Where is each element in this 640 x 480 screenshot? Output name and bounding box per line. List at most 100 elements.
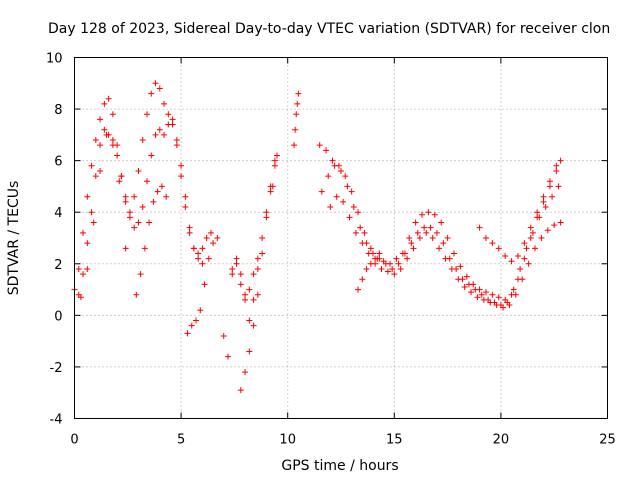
data-point bbox=[254, 265, 261, 272]
data-point bbox=[188, 322, 195, 329]
data-point bbox=[429, 235, 436, 241]
data-point bbox=[225, 353, 232, 360]
series-arc-6 bbox=[229, 255, 261, 303]
data-point bbox=[97, 142, 104, 149]
data-point bbox=[482, 289, 489, 296]
data-point bbox=[340, 198, 347, 205]
data-point bbox=[101, 126, 108, 133]
data-point bbox=[489, 291, 496, 298]
data-point bbox=[448, 265, 455, 272]
data-point bbox=[378, 265, 385, 272]
data-point bbox=[472, 286, 479, 293]
data-point bbox=[186, 224, 193, 231]
data-point bbox=[551, 222, 558, 229]
data-point bbox=[186, 229, 193, 236]
data-point bbox=[246, 317, 253, 324]
data-point bbox=[397, 265, 404, 272]
data-point bbox=[250, 296, 257, 303]
data-point bbox=[423, 229, 430, 236]
data-point bbox=[416, 235, 423, 241]
data-point bbox=[495, 294, 502, 301]
data-point bbox=[233, 255, 240, 262]
data-point bbox=[242, 291, 249, 298]
data-point bbox=[549, 193, 556, 200]
data-point bbox=[131, 193, 138, 200]
data-point bbox=[203, 235, 210, 241]
data-point bbox=[158, 183, 165, 190]
data-point bbox=[148, 90, 155, 97]
data-point bbox=[163, 193, 170, 200]
data-point bbox=[323, 147, 330, 154]
data-point bbox=[242, 369, 249, 376]
data-point bbox=[482, 235, 489, 241]
data-point bbox=[546, 183, 553, 190]
data-point bbox=[122, 198, 129, 205]
data-point bbox=[105, 95, 112, 102]
data-point bbox=[519, 276, 526, 283]
data-point bbox=[274, 152, 281, 159]
data-point bbox=[161, 131, 168, 138]
data-point bbox=[433, 229, 440, 236]
y-axis-label: SDTVAR / TECUs bbox=[6, 181, 22, 296]
data-point bbox=[450, 250, 457, 257]
y-tick-label: 6 bbox=[54, 155, 62, 170]
data-point bbox=[365, 250, 372, 257]
data-point bbox=[327, 204, 334, 211]
data-point bbox=[165, 111, 172, 118]
data-point bbox=[88, 162, 95, 169]
y-tick-label: -2 bbox=[50, 361, 63, 376]
data-point bbox=[344, 183, 351, 190]
data-point bbox=[438, 219, 445, 226]
data-point bbox=[532, 245, 539, 252]
data-point bbox=[555, 183, 562, 190]
data-point bbox=[521, 240, 528, 247]
data-point bbox=[84, 193, 91, 200]
y-tick-label: 8 bbox=[54, 103, 62, 118]
x-axis-label: GPS time / hours bbox=[281, 458, 398, 474]
data-point bbox=[363, 265, 370, 272]
data-point bbox=[250, 322, 257, 329]
data-point bbox=[546, 178, 553, 185]
data-point bbox=[84, 265, 91, 272]
data-point bbox=[97, 116, 104, 123]
data-point bbox=[109, 142, 116, 149]
data-point bbox=[229, 271, 236, 278]
data-point bbox=[346, 214, 353, 221]
data-point bbox=[173, 137, 180, 144]
series-arc-9c bbox=[327, 193, 564, 311]
data-point bbox=[425, 209, 432, 216]
data-point bbox=[118, 173, 125, 180]
data-point bbox=[527, 235, 534, 241]
data-point bbox=[421, 224, 428, 231]
data-point bbox=[233, 260, 240, 267]
data-point bbox=[269, 183, 276, 190]
data-point bbox=[154, 188, 161, 195]
data-point bbox=[184, 330, 191, 337]
x-tick-label: 0 bbox=[70, 433, 78, 448]
data-point bbox=[395, 260, 402, 267]
data-point bbox=[391, 271, 398, 278]
data-point bbox=[169, 116, 176, 123]
data-point bbox=[521, 255, 528, 262]
data-point bbox=[156, 126, 163, 133]
data-point bbox=[463, 273, 470, 280]
data-point bbox=[92, 137, 99, 144]
x-tick-label: 15 bbox=[386, 433, 403, 448]
data-point bbox=[152, 80, 159, 87]
data-point bbox=[173, 142, 180, 149]
y-tick-label: 2 bbox=[54, 258, 62, 273]
data-point bbox=[404, 255, 411, 262]
data-point bbox=[508, 258, 515, 265]
data-point bbox=[190, 245, 197, 252]
data-points bbox=[71, 80, 564, 394]
data-point bbox=[195, 250, 202, 257]
data-point bbox=[195, 255, 202, 262]
data-point bbox=[77, 294, 84, 301]
series-arc-3 bbox=[184, 235, 221, 337]
data-point bbox=[214, 235, 221, 241]
data-point bbox=[210, 240, 217, 247]
data-point bbox=[139, 137, 146, 144]
data-point bbox=[146, 219, 153, 226]
data-point bbox=[109, 111, 116, 118]
data-point bbox=[372, 255, 379, 262]
